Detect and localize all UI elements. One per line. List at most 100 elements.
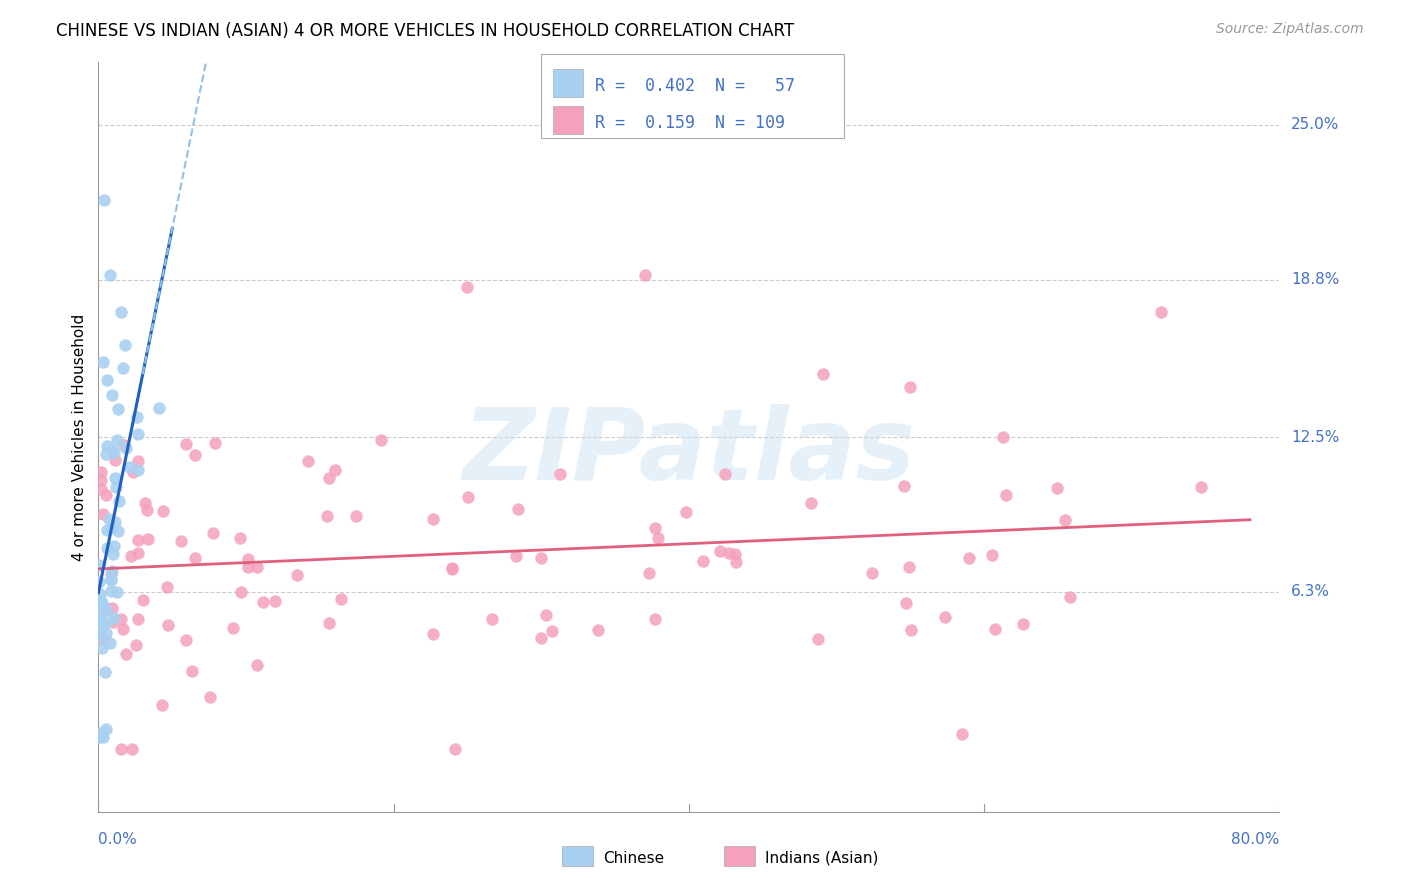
Text: 25.0%: 25.0% — [1291, 118, 1340, 132]
Point — [127, 427, 149, 442]
Point — [89, 558, 111, 572]
Point — [127, 463, 149, 477]
Point — [100, 573, 122, 587]
Point — [90, 473, 112, 487]
Point — [105, 433, 128, 447]
Point — [900, 380, 922, 394]
Point — [132, 592, 155, 607]
Point — [101, 548, 124, 562]
Point — [125, 638, 148, 652]
Point — [90, 603, 112, 617]
Point — [457, 490, 479, 504]
Point — [329, 592, 352, 607]
Point — [1053, 513, 1076, 527]
Point — [94, 626, 117, 640]
Point — [96, 439, 118, 453]
Point — [110, 742, 132, 756]
Point — [98, 635, 121, 649]
Point — [96, 447, 118, 461]
Point — [1191, 480, 1213, 494]
Point — [104, 471, 127, 485]
Point — [96, 541, 118, 556]
Point — [93, 193, 115, 207]
Point — [107, 585, 129, 599]
Point — [236, 551, 259, 566]
Point — [530, 551, 553, 566]
Point — [807, 632, 830, 646]
Point — [586, 623, 609, 637]
Point — [91, 355, 114, 369]
Point — [103, 539, 125, 553]
Text: Indians (Asian): Indians (Asian) — [765, 851, 879, 865]
Point — [995, 487, 1018, 501]
Text: CHINESE VS INDIAN (ASIAN) 4 OR MORE VEHICLES IN HOUSEHOLD CORRELATION CHART: CHINESE VS INDIAN (ASIAN) 4 OR MORE VEHI… — [56, 22, 794, 40]
Point — [98, 268, 121, 282]
Point — [103, 611, 125, 625]
Point — [457, 280, 479, 294]
Point — [647, 531, 669, 545]
Point — [104, 516, 127, 530]
Point — [318, 471, 340, 485]
Point — [202, 525, 225, 540]
Point — [114, 338, 136, 352]
Point — [236, 560, 259, 574]
Point — [94, 603, 117, 617]
Point — [89, 607, 111, 622]
Point — [860, 566, 883, 580]
Point — [90, 482, 112, 496]
Point — [541, 624, 564, 638]
Point — [724, 547, 747, 561]
Point — [115, 648, 138, 662]
Text: R =  0.402  N =   57: R = 0.402 N = 57 — [595, 77, 794, 95]
Text: 80.0%: 80.0% — [1232, 831, 1279, 847]
Point — [184, 551, 207, 566]
Point — [229, 531, 252, 545]
Point — [718, 546, 741, 560]
Point — [122, 465, 145, 479]
Point — [505, 549, 527, 563]
Point — [991, 430, 1014, 444]
Point — [127, 454, 149, 468]
Point — [898, 559, 921, 574]
Point — [111, 622, 134, 636]
Point — [101, 615, 124, 629]
Point — [229, 585, 252, 599]
Point — [90, 606, 112, 620]
Point — [900, 623, 922, 637]
Point — [634, 268, 657, 282]
Point — [934, 609, 956, 624]
Text: Source: ZipAtlas.com: Source: ZipAtlas.com — [1216, 22, 1364, 37]
Point — [980, 548, 1002, 562]
Point — [89, 587, 111, 601]
Point — [104, 480, 127, 494]
Text: Chinese: Chinese — [603, 851, 664, 865]
Point — [174, 437, 197, 451]
Point — [91, 598, 114, 612]
Point — [121, 742, 143, 756]
Point — [104, 453, 127, 467]
Text: 12.5%: 12.5% — [1291, 430, 1340, 444]
Point — [112, 437, 135, 451]
Point — [150, 698, 173, 713]
Point — [180, 665, 202, 679]
Point — [440, 560, 463, 574]
Point — [169, 534, 191, 549]
Point — [252, 595, 274, 609]
Point — [222, 622, 245, 636]
Point — [675, 505, 697, 519]
Point — [264, 594, 287, 608]
Point — [89, 575, 111, 590]
Point — [318, 615, 340, 630]
Point — [96, 524, 118, 538]
Point — [198, 690, 221, 704]
Point — [800, 496, 823, 510]
Point — [89, 613, 111, 627]
Point — [103, 444, 125, 458]
Point — [103, 446, 125, 460]
Point — [148, 401, 170, 415]
Point — [127, 533, 149, 548]
Point — [98, 512, 121, 526]
Point — [713, 467, 735, 482]
Point — [90, 726, 112, 740]
Point — [957, 550, 980, 565]
